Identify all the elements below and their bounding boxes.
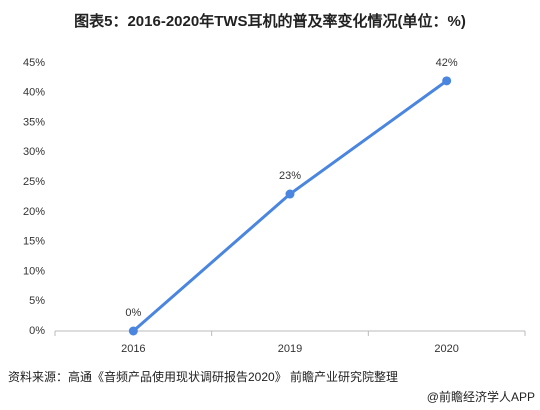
y-tick-label: 35% [23, 116, 45, 128]
y-tick-label: 40% [23, 87, 45, 99]
x-tick-label: 2016 [121, 343, 145, 355]
y-tick-label: 20% [23, 206, 45, 218]
x-tick-label: 2020 [434, 343, 458, 355]
y-tick-label: 15% [23, 236, 45, 248]
y-tick-label: 5% [29, 295, 45, 307]
series-line [132, 79, 448, 333]
source-note: 资料来源：高通《音频产品使用现状调研报告2020》 前瞻产业研究院整理 [8, 369, 398, 384]
y-tick-label: 25% [23, 176, 45, 188]
data-label: 42% [436, 57, 458, 69]
data-point [285, 189, 295, 199]
data-label: 23% [279, 170, 301, 182]
data-point [128, 326, 138, 336]
x-tick-label: 2019 [278, 343, 302, 355]
data-point [442, 76, 452, 86]
data-label: 0% [125, 307, 141, 319]
y-tick-label: 45% [23, 57, 45, 69]
y-tick-label: 30% [23, 146, 45, 158]
y-tick-label: 10% [23, 265, 45, 277]
chart-title: 图表5：2016-2020年TWS耳机的普及率变化情况(单位：%) [74, 12, 466, 30]
watermark: @前瞻经济学人APP [427, 389, 535, 404]
y-tick-label: 0% [29, 325, 45, 337]
